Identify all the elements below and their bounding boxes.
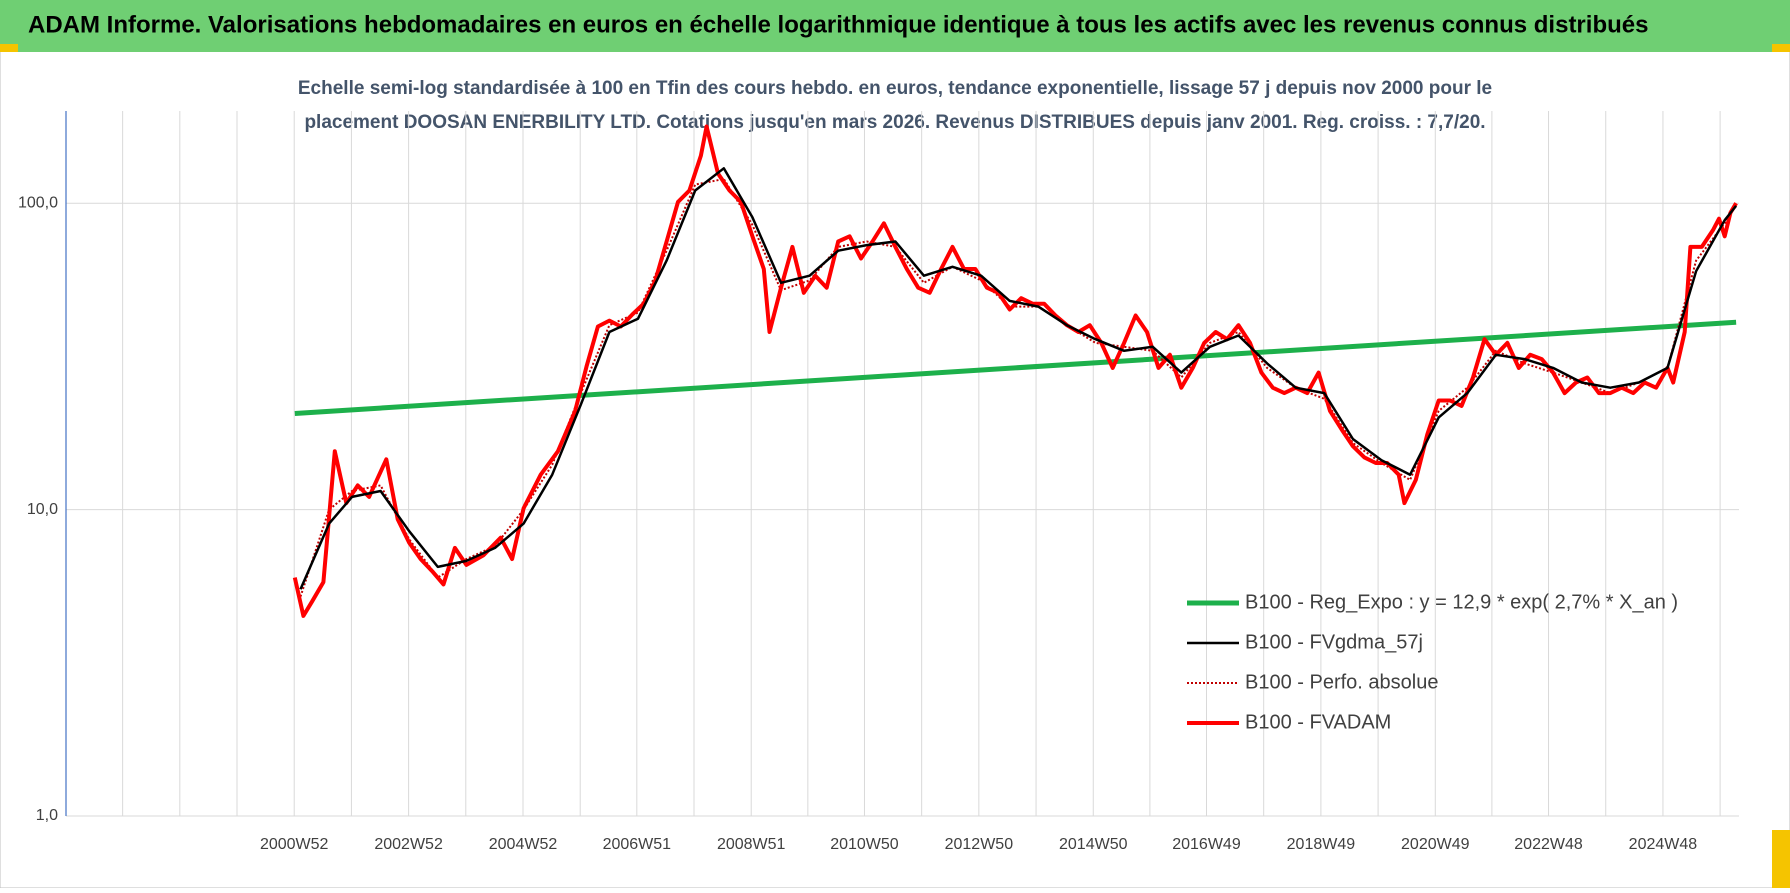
- x-tick-label: 2004W52: [489, 836, 558, 853]
- corner: [0, 44, 18, 52]
- subtitle: placement DOOSAN ENERBILITY LTD. Cotatio…: [304, 112, 1485, 133]
- corner: [1772, 830, 1790, 888]
- legend-label: B100 - FVADAM: [1245, 711, 1391, 733]
- x-tick-label: 2022W48: [1514, 836, 1583, 853]
- y-tick-label: 1,0: [36, 807, 58, 824]
- x-tick-label: 2002W52: [374, 836, 443, 853]
- x-tick-label: 2016W49: [1172, 836, 1241, 853]
- x-tick-label: 2020W49: [1401, 836, 1470, 853]
- y-tick-label: 100,0: [18, 194, 58, 211]
- subtitle: Echelle semi-log standardisée à 100 en T…: [298, 78, 1492, 99]
- x-tick-label: 2000W52: [260, 836, 329, 853]
- plot-area: 2000W52 2002W52 2004W52 2006W51 2008W51 2010W…: [18, 111, 1739, 853]
- x-tick-label: 2024W48: [1629, 836, 1698, 853]
- series-line: [299, 167, 1738, 590]
- x-tick-label: 2014W50: [1059, 836, 1128, 853]
- x-tick-label: 2012W50: [945, 836, 1014, 853]
- legend: B100 - Reg_Expo : y = 12,9 * exp( 2,7% *…: [1187, 591, 1678, 733]
- x-tick-label: 2018W49: [1287, 836, 1356, 853]
- y-tick-label: 10,0: [27, 501, 58, 518]
- legend-label: B100 - Reg_Expo : y = 12,9 * exp( 2,7% *…: [1245, 591, 1678, 613]
- legend-label: B100 - FVgdma_57j: [1245, 631, 1423, 653]
- x-tick-label: 2008W51: [717, 836, 786, 853]
- x-tick-label: 2006W51: [603, 836, 672, 853]
- chart-title: ADAM Informe. Valorisations hebdomadaire…: [28, 11, 1648, 38]
- x-tick-label: 2010W50: [830, 836, 899, 853]
- legend-label: B100 - Perfo. absolue: [1245, 671, 1438, 693]
- corner: [1772, 44, 1790, 52]
- series-line: [294, 319, 1737, 416]
- title-banner: [0, 0, 1790, 52]
